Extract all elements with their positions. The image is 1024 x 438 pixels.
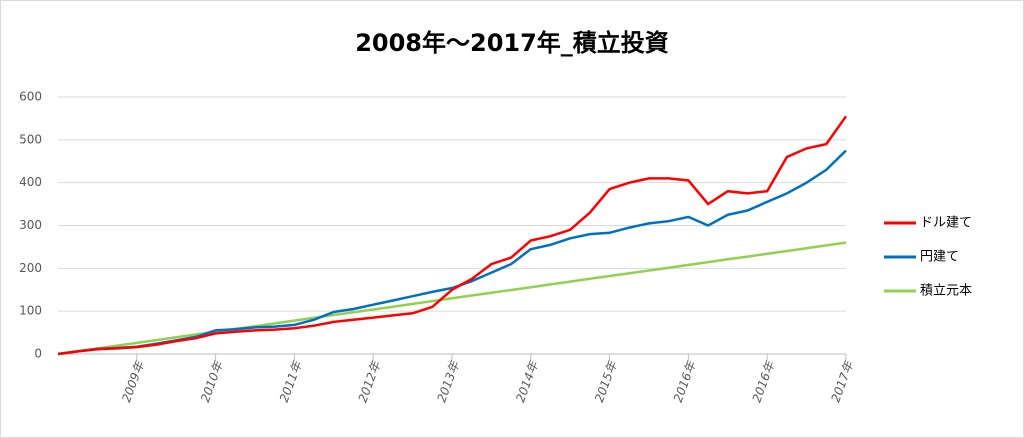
y-tick-label: 200 xyxy=(19,261,42,275)
y-tick-label: 100 xyxy=(19,304,42,318)
y-tick-label: 0 xyxy=(34,347,42,361)
y-tick-label: 600 xyxy=(19,90,42,104)
series-line xyxy=(57,241,847,356)
legend-label: 円建て xyxy=(920,250,959,265)
legend-label: 積立元本 xyxy=(920,284,972,299)
legend-label: ドル建て xyxy=(920,216,972,231)
y-tick-label: 500 xyxy=(19,132,42,146)
y-tick-label: 300 xyxy=(19,218,42,232)
chart-title: 2008年～2017年_積立投資 xyxy=(355,29,669,57)
series-line xyxy=(57,115,848,356)
y-tick-label: 400 xyxy=(19,175,42,189)
